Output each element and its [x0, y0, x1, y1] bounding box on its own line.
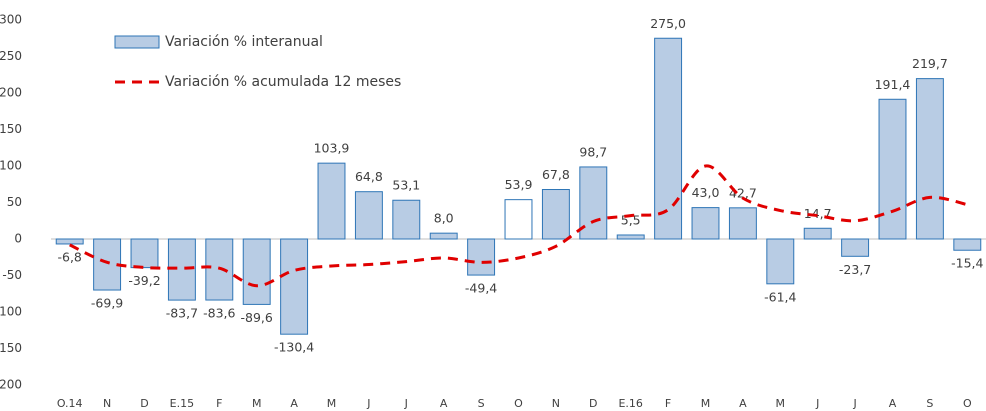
y-tick-label: 0 [14, 232, 22, 246]
data-label: -6,8 [58, 249, 82, 264]
data-label: -130,4 [274, 340, 314, 355]
x-tick-label: M [776, 397, 786, 410]
x-tick-label: J [404, 397, 408, 410]
x-tick-label: M [252, 397, 262, 410]
x-tick-label: E.16 [618, 397, 642, 410]
data-label: 53,9 [505, 177, 533, 192]
x-tick-label: A [440, 397, 448, 410]
data-label: 43,0 [692, 185, 720, 200]
data-label: -89,6 [241, 310, 273, 325]
bar [317, 162, 346, 240]
bar [654, 37, 683, 240]
x-tick-label: M [701, 397, 711, 410]
data-label: 64,8 [355, 169, 383, 184]
bar [953, 238, 982, 251]
bar [728, 207, 757, 240]
x-tick-label: O [514, 397, 523, 410]
bar [878, 98, 907, 240]
bar [766, 238, 795, 285]
bar [392, 199, 421, 240]
x-tick-label: J [815, 397, 819, 410]
y-tick-label: -200 [0, 378, 22, 392]
y-tick-label: -100 [0, 305, 22, 319]
legend-label: Variación % interanual [165, 34, 323, 50]
data-label: 191,4 [875, 77, 911, 92]
x-tick-label: A [739, 397, 747, 410]
data-label: -83,6 [203, 306, 235, 321]
y-tick-label: 50 [7, 195, 22, 209]
data-label: -23,7 [839, 262, 871, 277]
data-label: -15,4 [951, 256, 983, 271]
x-tick-label: E.15 [170, 397, 194, 410]
data-label: 53,1 [392, 178, 420, 193]
bar [280, 238, 309, 335]
x-tick-label: M [327, 397, 337, 410]
data-label: 219,7 [912, 56, 948, 71]
x-tick-label: A [889, 397, 897, 410]
data-label: 8,0 [434, 211, 454, 226]
x-tick-label: J [366, 397, 370, 410]
x-tick-label: S [478, 397, 485, 410]
x-tick-label: S [926, 397, 933, 410]
y-tick-label: 150 [0, 122, 22, 136]
x-tick-label: F [665, 397, 671, 410]
y-tick-label: -150 [0, 341, 22, 355]
x-tick-label: J [852, 397, 856, 410]
bar [55, 238, 84, 245]
bar [616, 234, 645, 240]
data-label: 98,7 [579, 144, 607, 159]
x-tick-label: D [589, 397, 597, 410]
bar [841, 238, 870, 257]
data-label: -83,7 [166, 306, 198, 321]
x-tick-label: N [103, 397, 111, 410]
x-tick-label: D [140, 397, 148, 410]
data-label: 103,9 [314, 141, 350, 156]
data-label: -69,9 [91, 296, 123, 311]
bar [691, 207, 720, 240]
bar [504, 199, 533, 240]
data-label: 67,8 [542, 167, 570, 182]
x-tick-label: O [963, 397, 972, 410]
y-tick-label: 250 [0, 49, 22, 63]
y-tick-label: 200 [0, 86, 22, 100]
bar [242, 238, 271, 305]
y-tick-label: -50 [2, 268, 22, 282]
data-label: -49,4 [465, 281, 497, 296]
line [69, 164, 968, 288]
x-tick-label: A [290, 397, 298, 410]
x-tick-label: F [216, 397, 222, 410]
data-label: 275,0 [650, 16, 686, 31]
data-label: -39,2 [128, 273, 160, 288]
x-tick-label: N [552, 397, 560, 410]
bar [541, 189, 570, 240]
y-tick-label: 300 [0, 13, 22, 27]
bar [429, 232, 458, 240]
x-tick-label: O.14 [57, 397, 83, 410]
bar [915, 78, 944, 240]
data-label: -61,4 [764, 289, 796, 304]
bar [354, 191, 383, 240]
legend-swatch [114, 35, 160, 49]
data-label: 42,7 [729, 185, 757, 200]
bar [803, 227, 832, 240]
legend-label: Variación % acumulada 12 meses [165, 74, 401, 90]
bar [130, 238, 159, 269]
y-tick-label: 100 [0, 159, 22, 173]
bar [467, 238, 496, 276]
